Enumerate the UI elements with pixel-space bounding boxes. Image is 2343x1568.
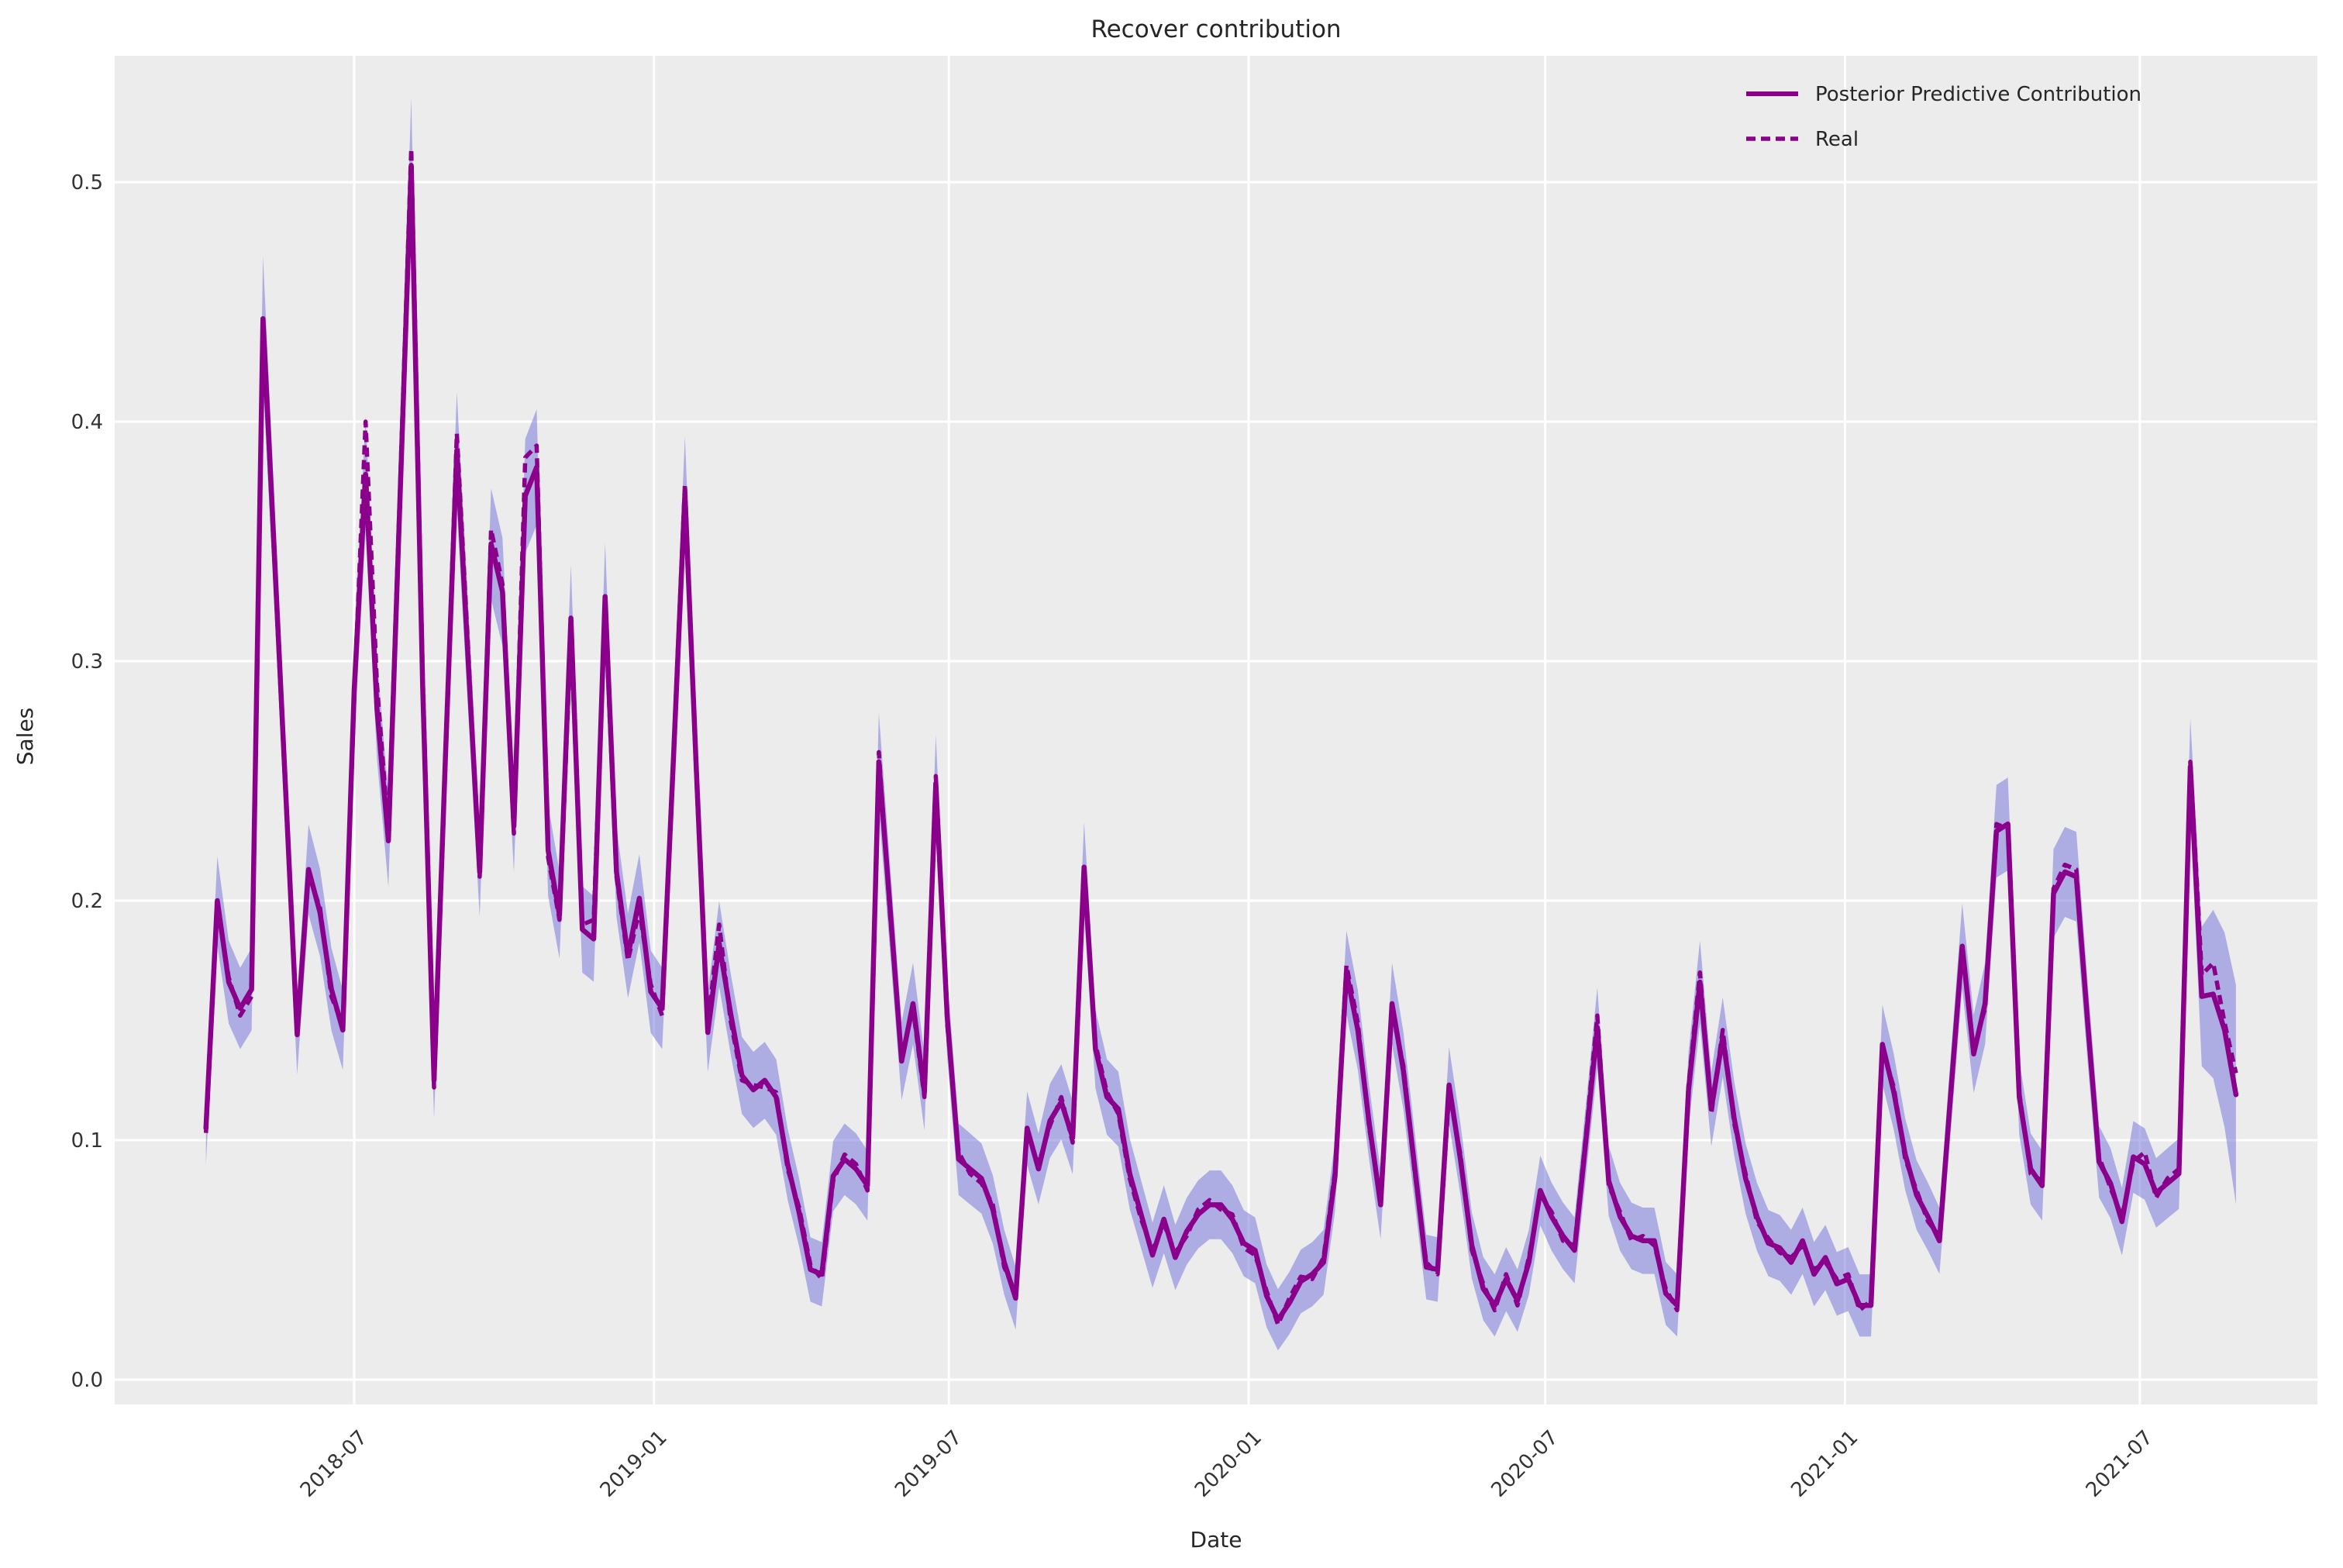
legend-label-real: Real [1815, 128, 1859, 151]
y-tick-label: 0.2 [71, 890, 103, 913]
real-line [203, 146, 2238, 1327]
x-axis-label: Date [1190, 1527, 1242, 1552]
y-tick-labels: 0.0 0.1 0.2 0.3 0.4 0.5 [71, 171, 103, 1392]
legend: Posterior Predictive Contribution Real [1746, 83, 2141, 151]
y-tick-label: 0.5 [71, 171, 103, 195]
legend-label-posterior: Posterior Predictive Contribution [1815, 83, 2141, 106]
chart-title: Recover contribution [1091, 16, 1341, 43]
y-axis-label: Sales [12, 708, 38, 766]
y-tick-label: 0.4 [71, 411, 103, 434]
y-tick-label: 0.0 [71, 1369, 103, 1392]
series-lines [203, 146, 2239, 1327]
y-tick-label: 0.1 [71, 1129, 103, 1153]
y-tick-label: 0.3 [71, 650, 103, 674]
